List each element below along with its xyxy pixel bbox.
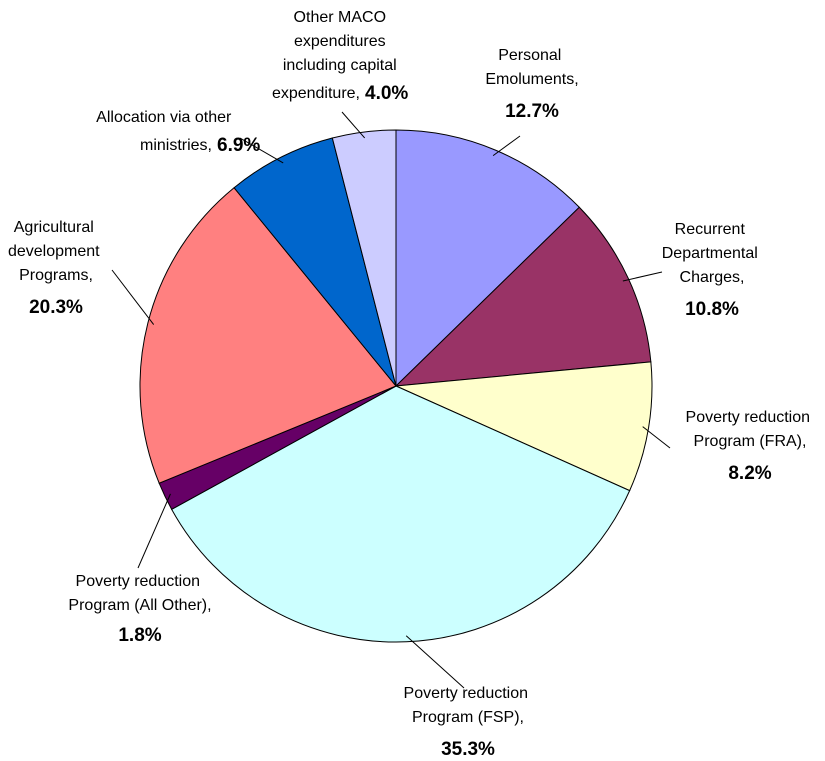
leader-line	[341, 111, 366, 139]
value-label: 12.7%	[505, 101, 559, 122]
slice-label-line: expenditure,	[272, 85, 360, 102]
value-label: 6.9%	[217, 135, 260, 156]
slice-label-line: Program (All Other),	[68, 597, 211, 614]
slice-label-line: expenditures	[294, 33, 390, 50]
pie-slice	[394, 206, 652, 387]
slice-label-line: Charges,	[680, 269, 745, 286]
slice-label: Allocation via other ministries,	[96, 109, 236, 154]
pie-slice	[394, 361, 653, 492]
slice-label-line: Poverty reduction	[404, 685, 533, 702]
slice-label-line: Allocation via other	[96, 109, 236, 126]
slice-label-line: Recurrent	[675, 221, 750, 238]
slice-label: Poverty reduction Program (FSP),	[404, 685, 533, 726]
slice-label-line: Other MACO	[294, 9, 391, 26]
leader-line	[622, 271, 663, 282]
slice-label: Personal Emoluments,	[485, 47, 578, 88]
slice-label-line: Program (FRA),	[694, 433, 807, 450]
slice-label-line: Personal	[498, 47, 566, 64]
slice-label: Agricultural development Programs,	[8, 219, 104, 284]
value-label: 8.2%	[728, 463, 771, 484]
slice-label-line: ministries,	[140, 137, 212, 154]
pie-slice	[233, 137, 397, 387]
slice-label-line: Programs,	[19, 267, 93, 284]
pie-slice	[170, 385, 631, 643]
value-label: 20.3%	[29, 297, 83, 318]
value-label: 35.3%	[441, 739, 495, 760]
slice-label-line: Poverty reduction	[76, 573, 205, 590]
leader-line	[111, 269, 155, 325]
value-label: 1.8%	[118, 625, 161, 646]
pie-slice	[395, 129, 580, 388]
slice-label-line: Agricultural	[14, 219, 98, 236]
leader-line	[405, 635, 465, 689]
slice-label: Other MACO expenditures including capita…	[272, 9, 401, 102]
slice-label-line: Departmental	[662, 245, 763, 262]
leader-line	[137, 493, 171, 569]
leader-line	[239, 137, 284, 164]
pie-slice	[331, 129, 397, 387]
slice-label-line: Poverty reduction	[686, 409, 815, 426]
slice-label: Poverty reduction Program (All Other),	[68, 573, 211, 614]
leader-line	[642, 426, 671, 449]
slice-label-line: Emoluments,	[485, 71, 578, 88]
value-label: 10.8%	[685, 299, 739, 320]
leader-line	[492, 135, 521, 157]
slice-label-line: including capital	[283, 57, 401, 74]
slice-label-line: Program (FSP),	[412, 709, 524, 726]
pie-slice	[139, 187, 397, 484]
slice-label: Poverty reduction Program (FRA),	[686, 409, 815, 450]
value-label: 4.0%	[365, 83, 408, 104]
slice-label-line: development	[8, 243, 104, 260]
slice-label: Recurrent Departmental Charges,	[662, 221, 763, 286]
